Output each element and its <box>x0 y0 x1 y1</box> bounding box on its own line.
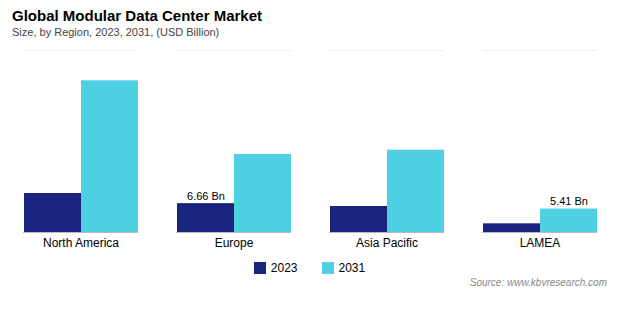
svg-text:North America: North America <box>43 236 119 250</box>
html-text:Source: www.kbvresearch.com: Source: www.kbvresearch.com <box>469 277 607 288</box>
html-text:2023: 2023 <box>270 261 298 275</box>
html-text:Global Modular Data Center Mar: Global Modular Data Center Market <box>12 7 263 24</box>
svg-text:Europe: Europe <box>215 236 254 250</box>
html-text:Size, by Region, 2023, 2031, (: Size, by Region, 2023, 2031, (USD Billio… <box>12 26 220 38</box>
svg-text:Asia Pacific: Asia Pacific <box>356 236 418 250</box>
html-text:2031: 2031 <box>338 261 366 275</box>
svg-text:LAMEA: LAMEA <box>520 236 561 250</box>
svg-text:6.66 Bn: 6.66 Bn <box>187 190 225 202</box>
svg-text:5.41 Bn: 5.41 Bn <box>550 195 588 207</box>
